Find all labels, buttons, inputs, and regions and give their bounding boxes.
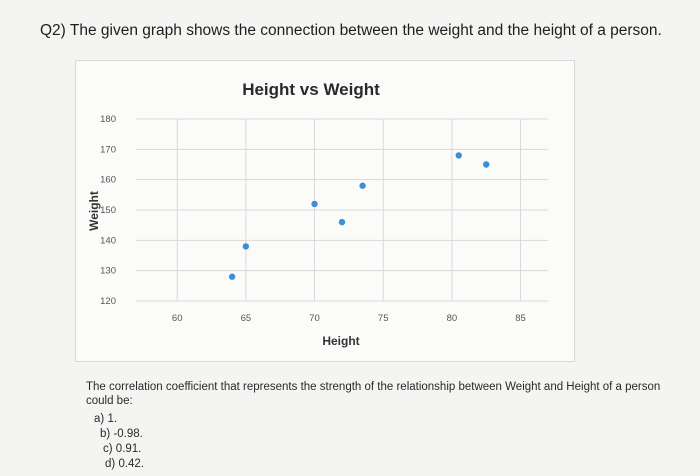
y-tick-label: 130 [100, 266, 116, 277]
option-c-value: 0.91. [115, 443, 142, 455]
option-d-label: d) [105, 458, 116, 470]
y-tick-label: 150 [100, 205, 116, 216]
question-text: Q2) The given graph shows the connection… [40, 22, 662, 39]
scatter-point [359, 182, 366, 189]
y-tick-label: 140 [100, 235, 116, 246]
y-tick-label: 180 [100, 114, 116, 125]
y-tick-label: 160 [100, 175, 116, 186]
scatter-point [242, 243, 250, 250]
option-a-label: a) [94, 413, 105, 425]
option-a[interactable]: a) 1. [94, 413, 117, 425]
chart-container: Height vs Weight Height Weight 120 130 140… [75, 60, 575, 362]
scatter-point [455, 152, 462, 159]
option-c-label: c) [103, 443, 113, 455]
x-tick-label: 65 [241, 313, 252, 324]
x-tick-label: 85 [515, 313, 526, 324]
x-tick-label: 60 [172, 313, 183, 324]
option-b-label: b) [100, 428, 111, 440]
option-c[interactable]: c) 0.91. [103, 443, 141, 455]
scatter-point [338, 218, 346, 226]
y-tick-label: 170 [100, 144, 116, 155]
x-axis-label: Height [322, 334, 359, 348]
y-axis-label: Weight [87, 191, 101, 231]
chart-title: Height vs Weight [242, 80, 380, 99]
y-tick-label: 120 [100, 296, 116, 307]
x-tick-label: 75 [378, 313, 389, 324]
scatter-point [483, 161, 490, 168]
prompt-text: The correlation coefficient that represe… [86, 381, 661, 407]
scatter-point [228, 273, 236, 280]
option-b[interactable]: b) -0.98. [100, 428, 143, 440]
option-b-value: -0.98. [113, 428, 143, 440]
x-tick-label: 70 [309, 313, 320, 324]
scatter-point [311, 200, 318, 208]
option-d-value: 0.42. [118, 458, 145, 470]
x-tick-label: 80 [447, 313, 458, 324]
scatter-chart: Height vs Weight Height Weight 120 130 140… [87, 80, 548, 348]
option-a-value: 1. [107, 413, 118, 425]
option-d[interactable]: d) 0.42. [105, 458, 144, 470]
